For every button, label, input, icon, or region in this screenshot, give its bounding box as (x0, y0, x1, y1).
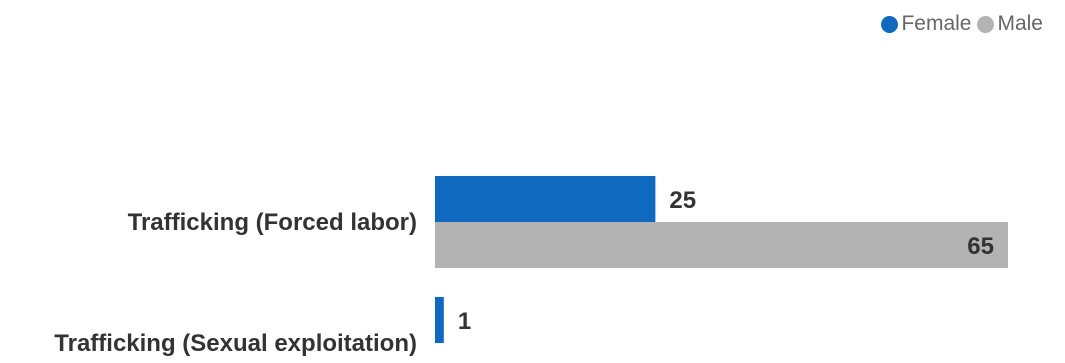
legend-dot-female-icon (881, 15, 899, 33)
data-label: 25 (669, 187, 696, 214)
data-label: 65 (967, 233, 994, 260)
legend-item-female[interactable]: Female (881, 12, 971, 36)
category-label: Trafficking (Forced labor) (128, 209, 417, 236)
category-label: Trafficking (Sexual exploitation) (54, 330, 417, 357)
legend-dot-male-icon (977, 15, 995, 33)
bar-male[interactable] (435, 222, 1008, 268)
legend-label-female: Female (901, 12, 972, 35)
data-label: 1 (458, 308, 471, 335)
legend: Female Male (875, 12, 1043, 36)
bar-female[interactable] (435, 176, 656, 222)
legend-label-male: Male (997, 12, 1043, 35)
bar-female[interactable] (435, 297, 444, 343)
legend-item-male[interactable]: Male (977, 12, 1043, 36)
